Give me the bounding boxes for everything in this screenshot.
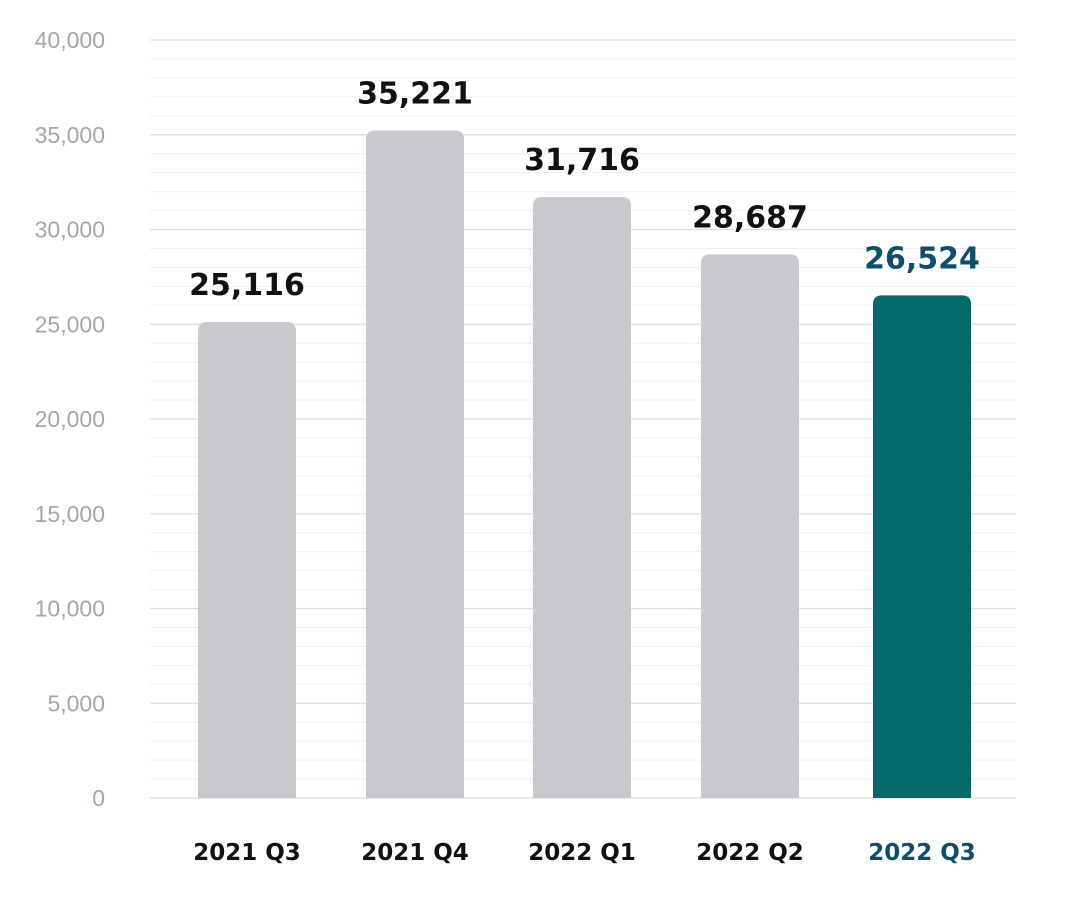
- x-tick-label: 2022 Q3: [868, 840, 976, 866]
- bar-value-label: 25,116: [189, 268, 305, 303]
- bar: [873, 295, 971, 798]
- bar-value-label: 26,524: [864, 241, 980, 276]
- y-tick-label: 25,000: [35, 311, 105, 337]
- x-axis: 2021 Q3 2021 Q4 2022 Q1 2022 Q2 2022 Q3: [193, 840, 976, 866]
- x-tick-label: 2021 Q4: [361, 840, 469, 866]
- y-tick-label: 0: [92, 785, 105, 811]
- x-tick-label: 2021 Q3: [193, 840, 301, 866]
- data-labels: 25,116 35,221 31,716 28,687 26,524: [189, 77, 980, 303]
- y-tick-label: 5,000: [47, 690, 105, 716]
- bar: [366, 130, 464, 798]
- bar: [533, 196, 631, 798]
- y-tick-label: 35,000: [35, 122, 105, 148]
- y-tick-label: 30,000: [35, 217, 105, 243]
- bar-value-label: 28,687: [692, 200, 808, 235]
- x-tick-label: 2022 Q2: [696, 840, 804, 866]
- bar: [701, 254, 799, 798]
- bar-value-label: 31,716: [524, 143, 640, 178]
- y-tick-label: 40,000: [35, 27, 105, 53]
- y-tick-label: 20,000: [35, 406, 105, 432]
- y-axis: 0 5,000 10,000 15,000 20,000 25,000 30,000 35,0…: [35, 27, 105, 811]
- x-tick-label: 2022 Q1: [528, 840, 636, 866]
- y-tick-label: 10,000: [35, 596, 105, 622]
- bars: [198, 130, 971, 798]
- y-tick-label: 15,000: [35, 501, 105, 527]
- bar: [198, 322, 296, 798]
- bar-value-label: 35,221: [357, 77, 473, 112]
